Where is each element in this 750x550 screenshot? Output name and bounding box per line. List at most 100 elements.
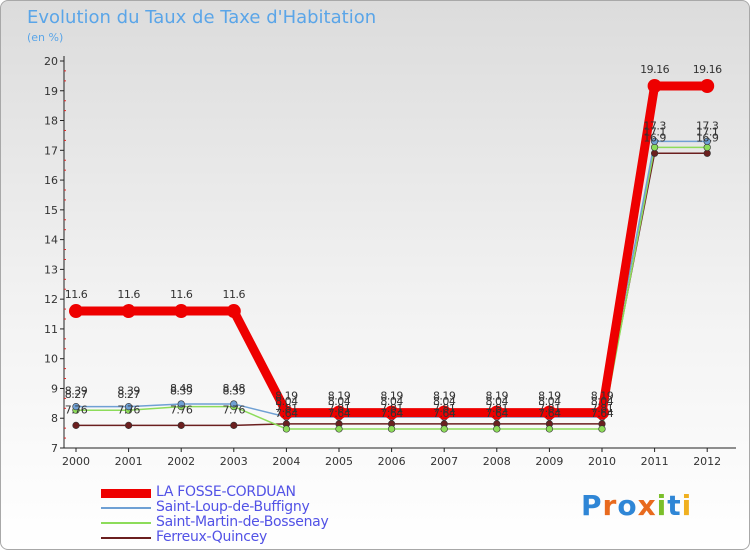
chart-subtitle: (en %) bbox=[27, 31, 64, 44]
data-point bbox=[384, 405, 399, 420]
data-point bbox=[177, 421, 185, 429]
data-label: 8.39 bbox=[170, 385, 193, 398]
data-label: 8.19 bbox=[328, 390, 351, 403]
data-point bbox=[72, 421, 80, 429]
data-label: 8.04 bbox=[275, 395, 298, 408]
data-label: 8.04 bbox=[380, 395, 403, 408]
data-point bbox=[279, 405, 294, 420]
data-point bbox=[598, 425, 606, 433]
data-point bbox=[647, 79, 662, 94]
data-label: 11.6 bbox=[65, 288, 88, 301]
legend-swatch bbox=[101, 522, 151, 524]
logo-letter: r bbox=[602, 489, 618, 522]
data-point bbox=[226, 304, 241, 319]
data-label: 11.6 bbox=[117, 288, 140, 301]
logo-letter: i bbox=[656, 489, 668, 522]
x-tick-label: 2010 bbox=[588, 455, 616, 468]
logo-letter: i bbox=[681, 489, 693, 522]
data-point bbox=[335, 425, 343, 433]
data-label: 8.19 bbox=[591, 390, 614, 403]
y-tick-label: 14 bbox=[44, 234, 58, 247]
x-tick-label: 2006 bbox=[378, 455, 406, 468]
chart-legend: LA FOSSE-CORDUAN Saint-Loup-de-Buffigny Sa… bbox=[101, 484, 401, 545]
logo-letter: o bbox=[617, 489, 638, 522]
legend-label: Ferreux-Quincey bbox=[156, 529, 267, 545]
data-point bbox=[650, 137, 659, 145]
data-point bbox=[282, 425, 291, 433]
data-label: 7.64 bbox=[486, 407, 509, 420]
y-tick-label: 18 bbox=[44, 115, 58, 128]
data-label: 7.64 bbox=[433, 407, 456, 420]
data-label: 19.16 bbox=[640, 63, 669, 76]
legend-label: Saint-Martin-de-Bossenay bbox=[156, 514, 329, 530]
logo-letter: x bbox=[637, 489, 657, 522]
data-point bbox=[703, 149, 711, 157]
data-point bbox=[703, 143, 711, 151]
logo-letter: P bbox=[581, 489, 603, 522]
data-label: 7.81 bbox=[275, 402, 298, 415]
data-point bbox=[650, 149, 659, 157]
data-label: 8.19 bbox=[538, 390, 561, 403]
data-label: 7.81 bbox=[486, 402, 509, 415]
data-label: 8.04 bbox=[538, 395, 561, 408]
data-label: 7.81 bbox=[380, 402, 403, 415]
x-tick-label: 2007 bbox=[430, 455, 458, 468]
x-tick-label: 2011 bbox=[641, 455, 669, 468]
logo-letter: t bbox=[667, 489, 682, 522]
data-label: 16.9 bbox=[643, 131, 666, 144]
data-point bbox=[545, 425, 554, 433]
y-tick-label: 9 bbox=[51, 382, 58, 395]
data-label: 8.48 bbox=[170, 382, 193, 395]
y-tick-label: 17 bbox=[44, 144, 58, 157]
data-label: 8.39 bbox=[223, 385, 246, 398]
y-tick-label: 7 bbox=[51, 442, 58, 455]
data-point bbox=[230, 421, 238, 429]
data-label: 19.16 bbox=[693, 63, 722, 76]
data-label: 7.81 bbox=[433, 402, 456, 415]
data-label: 8.39 bbox=[117, 385, 140, 398]
legend-label: LA FOSSE-CORDUAN bbox=[156, 484, 296, 500]
chart-title: Evolution du Taux de Taxe d'Habitation bbox=[27, 7, 377, 28]
data-label: 7.64 bbox=[275, 407, 298, 420]
x-tick-label: 2005 bbox=[325, 455, 353, 468]
data-label: 7.64 bbox=[538, 407, 561, 420]
data-label: 8.04 bbox=[486, 395, 509, 408]
y-tick-label: 8 bbox=[51, 412, 58, 425]
data-point bbox=[437, 405, 452, 420]
legend-item: LA FOSSE-CORDUAN bbox=[101, 484, 401, 500]
data-point bbox=[542, 405, 557, 420]
data-point bbox=[440, 425, 448, 433]
x-tick-label: 2003 bbox=[220, 455, 248, 468]
data-label: 7.64 bbox=[380, 407, 403, 420]
data-point bbox=[703, 137, 711, 145]
data-point bbox=[332, 405, 346, 420]
y-tick-label: 15 bbox=[44, 204, 58, 217]
data-label: 8.27 bbox=[65, 388, 88, 401]
data-point bbox=[230, 400, 238, 408]
data-point bbox=[174, 304, 189, 319]
x-tick-label: 2012 bbox=[693, 455, 721, 468]
data-point bbox=[121, 304, 136, 319]
data-label: 8.48 bbox=[223, 382, 246, 395]
data-point bbox=[489, 405, 504, 420]
legend-swatch bbox=[101, 537, 151, 539]
x-tick-label: 2001 bbox=[115, 455, 143, 468]
y-tick-label: 10 bbox=[44, 353, 58, 366]
data-point bbox=[124, 403, 133, 411]
y-tick-label: 12 bbox=[44, 293, 58, 306]
legend-swatch bbox=[101, 507, 151, 509]
data-label: 8.04 bbox=[433, 395, 456, 408]
data-label: 17.3 bbox=[643, 119, 666, 132]
legend-item: Saint-Loup-de-Buffigny bbox=[101, 499, 401, 515]
data-label: 17.1 bbox=[643, 125, 666, 138]
data-label: 8.19 bbox=[380, 390, 403, 403]
data-label: 8.04 bbox=[328, 395, 351, 408]
data-label: 7.81 bbox=[328, 402, 351, 415]
data-label: 11.6 bbox=[223, 288, 246, 301]
data-label: 7.81 bbox=[591, 402, 614, 415]
y-tick-label: 19 bbox=[44, 85, 58, 98]
data-label: 7.64 bbox=[328, 407, 351, 420]
x-tick-label: 2002 bbox=[167, 455, 195, 468]
data-label: 8.27 bbox=[117, 388, 140, 401]
